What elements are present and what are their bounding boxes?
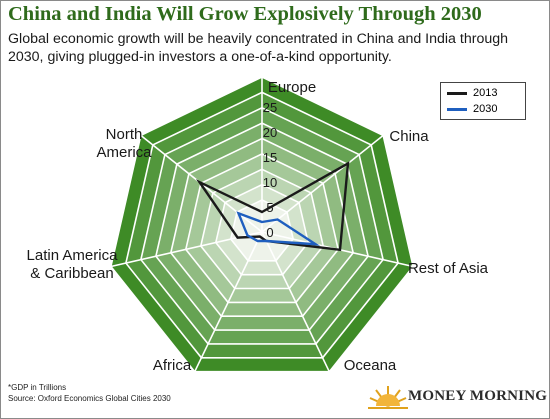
- legend-swatch-2013: [447, 91, 467, 95]
- category-label: Europe: [268, 79, 316, 96]
- series-line-2013: [195, 161, 350, 252]
- legend-label-2013: 2013: [473, 87, 498, 99]
- category-label: Latin America & Caribbean: [27, 247, 119, 282]
- radar-spoke: [261, 231, 331, 373]
- category-label: Rest of Asia: [408, 260, 489, 277]
- legend-item-2013: 2013: [441, 86, 497, 100]
- radar-spoke: [193, 231, 263, 373]
- category-label: Africa: [153, 357, 192, 374]
- money-morning-logo: MONEY MORNING: [366, 380, 548, 414]
- axis-tick-label: 20: [263, 125, 277, 140]
- axis-tick-label: 25: [263, 100, 277, 115]
- axis-tick-label: 15: [263, 150, 277, 165]
- chart-title: China and India Will Grow Explosively Th…: [8, 3, 482, 25]
- series-line-2030: [236, 211, 321, 246]
- sunrise-icon: [368, 386, 408, 409]
- footnote-unit: *GDP in Trillions: [8, 383, 67, 392]
- logo-text: MONEY MORNING: [408, 388, 548, 404]
- category-label: North America: [96, 126, 152, 161]
- chart-subtitle: Global economic growth will be heavily c…: [8, 31, 509, 65]
- category-label: China: [389, 128, 429, 145]
- legend: 2013 2030: [440, 82, 526, 120]
- legend-item-2030: 2030: [441, 102, 497, 116]
- axis-tick-label: 0: [266, 225, 273, 240]
- category-label: Oceana: [344, 357, 397, 374]
- footnote-source: Source: Oxford Economics Global Cities 2…: [8, 394, 171, 403]
- radar-spoke: [261, 134, 384, 233]
- legend-swatch-2030: [447, 107, 467, 111]
- legend-label-2030: 2030: [473, 103, 498, 115]
- axis-tick-label: 10: [263, 175, 277, 190]
